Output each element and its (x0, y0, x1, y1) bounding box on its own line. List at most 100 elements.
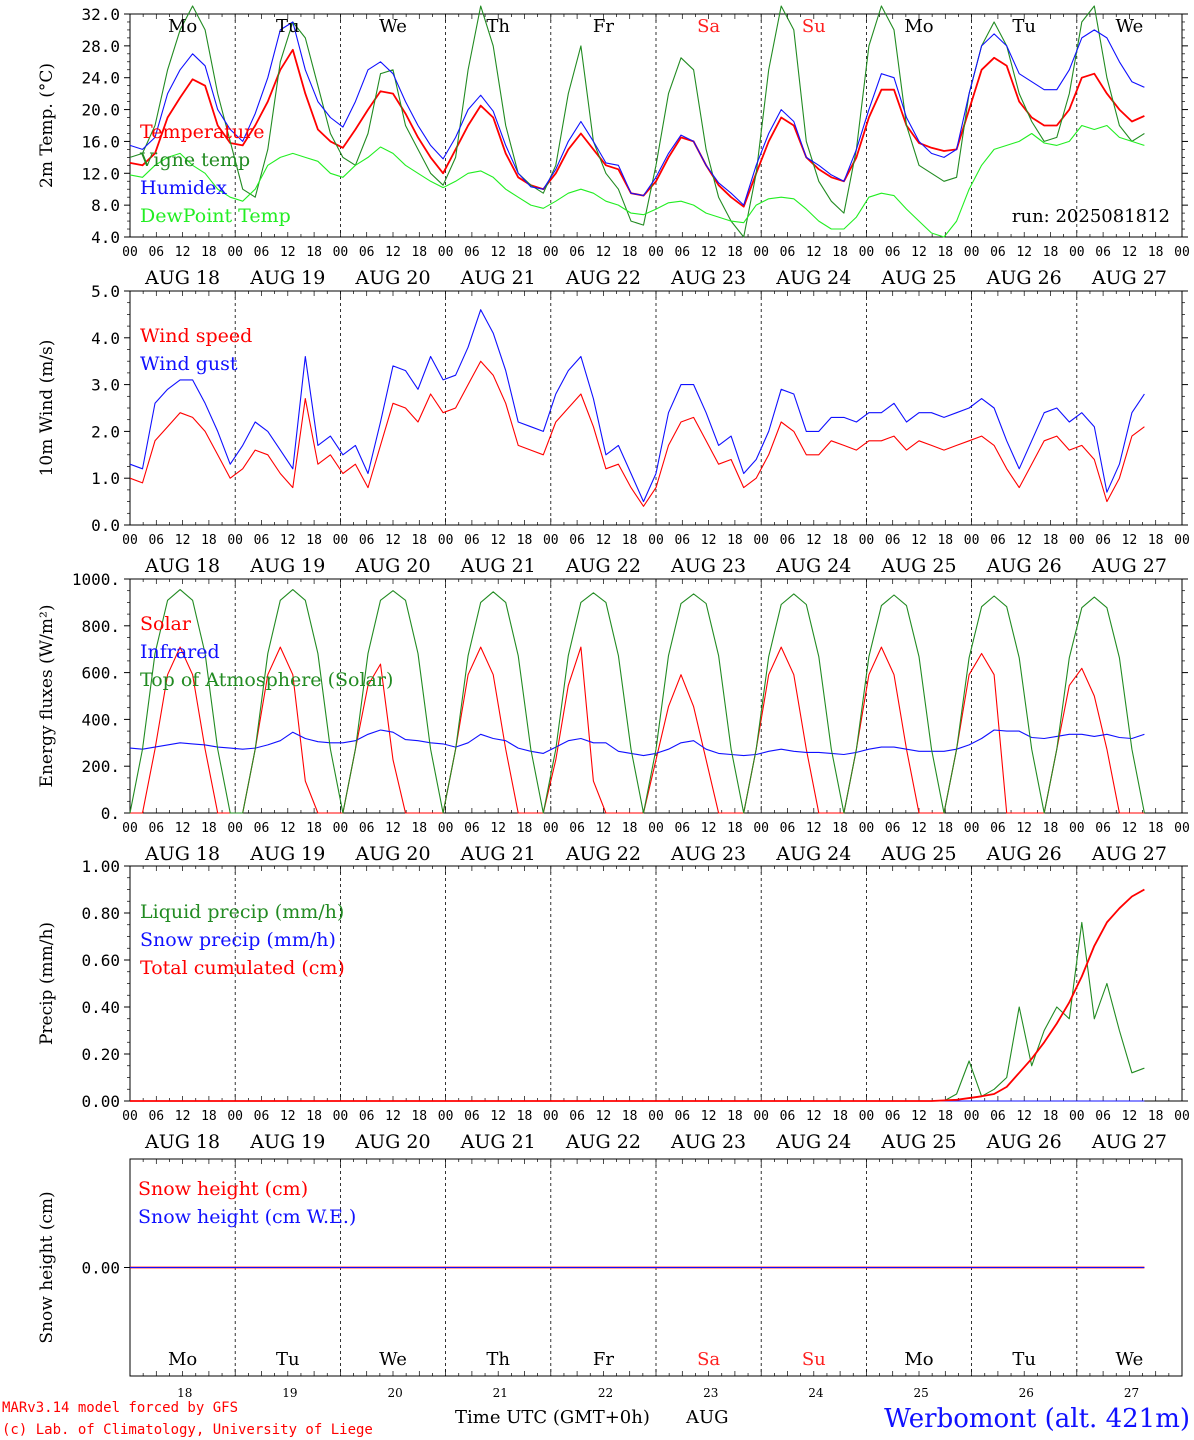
legend-entry: Snow height (cm W.E.) (138, 1206, 356, 1228)
day-abbr-label: Mo (168, 16, 197, 37)
series-line-humidex (129, 21, 1145, 206)
date-label: AUG 23 (670, 555, 746, 577)
date-label: AUG 23 (670, 843, 746, 865)
hour-tick-label: 12 (1016, 533, 1032, 548)
hour-tick-label: 00 (1069, 1109, 1085, 1124)
day-abbr-label: Sa (697, 1349, 720, 1370)
hour-tick-label: 06 (148, 533, 164, 548)
hour-tick-label: 06 (1095, 533, 1111, 548)
date-label: AUG 24 (775, 1131, 851, 1153)
hour-tick-label: 18 (622, 1109, 638, 1124)
day-abbr-label: We (379, 1349, 407, 1370)
footer-credit: (c) Lab. of Climatology, University of L… (2, 1422, 373, 1438)
date-label: AUG 19 (249, 843, 325, 865)
hour-tick-label: 18 (517, 245, 533, 260)
hour-tick-label: 18 (306, 821, 322, 836)
hour-tick-label: 12 (1016, 245, 1032, 260)
day-number-label: 23 (703, 1386, 718, 1400)
legend-entry: Liquid precip (mm/h) (140, 901, 344, 923)
legend-entry: Wind speed (140, 325, 252, 347)
date-label: AUG 20 (354, 267, 430, 289)
date-label: AUG 26 (986, 267, 1062, 289)
date-label: AUG 26 (986, 555, 1062, 577)
hour-tick-label: 18 (727, 821, 743, 836)
hour-tick-label: 18 (517, 821, 533, 836)
hour-tick-label: 06 (674, 533, 690, 548)
date-label: AUG 19 (249, 1131, 325, 1153)
series-line-solar (130, 646, 1145, 814)
hour-tick-label: 06 (1095, 821, 1111, 836)
hour-tick-label: 18 (1043, 1109, 1059, 1124)
day-number-label: 20 (387, 1386, 402, 1400)
hour-tick-label: 00 (753, 821, 769, 836)
day-abbr-label: Th (486, 1349, 510, 1370)
y-axis-label: 2m Temp. (°C) (37, 63, 57, 188)
hour-tick-label: 18 (201, 821, 217, 836)
hour-tick-label: 06 (780, 245, 796, 260)
hour-tick-label: 18 (622, 533, 638, 548)
date-label: AUG 27 (1091, 267, 1167, 289)
legend-entry: Humidex (140, 177, 227, 199)
hour-tick-label: 00 (859, 821, 875, 836)
hour-tick-label: 00 (1174, 533, 1190, 548)
hour-tick-label: 00 (859, 1109, 875, 1124)
hour-tick-label: 12 (280, 1109, 296, 1124)
day-abbr-label: Tu (1012, 1349, 1036, 1370)
day-abbr-label: Tu (1012, 16, 1036, 37)
hour-tick-label: 06 (254, 821, 270, 836)
x-axis-label: Time UTC (GMT+0h) (455, 1407, 650, 1428)
hour-tick-label: 00 (1174, 245, 1190, 260)
date-label: AUG 26 (986, 843, 1062, 865)
hour-tick-label: 18 (1148, 245, 1164, 260)
hour-tick-label: 12 (806, 1109, 822, 1124)
hour-tick-label: 00 (648, 821, 664, 836)
hour-tick-label: 12 (911, 821, 927, 836)
hour-tick-label: 18 (201, 245, 217, 260)
date-label: AUG 18 (144, 267, 220, 289)
hour-tick-label: 12 (596, 245, 612, 260)
hour-tick-label: 12 (385, 245, 401, 260)
hour-tick-label: 00 (227, 245, 243, 260)
y-tick-label: 0.20 (81, 1045, 120, 1064)
hour-tick-label: 00 (859, 245, 875, 260)
hour-tick-label: 00 (122, 1109, 138, 1124)
hour-tick-label: 12 (490, 821, 506, 836)
hour-tick-label: 00 (1069, 533, 1085, 548)
day-abbr-label: Fr (593, 16, 614, 37)
hour-tick-label: 18 (201, 533, 217, 548)
y-tick-label: 3.0 (91, 376, 120, 395)
hour-tick-label: 12 (1016, 821, 1032, 836)
day-number-label: 22 (598, 1386, 613, 1400)
series-line-top-of-atmosphere-solar- (129, 589, 1145, 814)
day-number-label: 19 (282, 1386, 297, 1400)
series-line-wind-gust (129, 309, 1145, 503)
date-label: AUG 18 (144, 555, 220, 577)
hour-tick-label: 00 (438, 245, 454, 260)
hour-tick-label: 12 (490, 533, 506, 548)
hour-tick-label: 18 (306, 533, 322, 548)
day-abbr-label: We (1116, 16, 1144, 37)
hour-tick-label: 12 (911, 245, 927, 260)
day-abbr-label: Mo (904, 1349, 933, 1370)
day-abbr-label: Su (802, 16, 826, 37)
date-label: AUG 19 (249, 555, 325, 577)
hour-tick-label: 18 (1148, 1109, 1164, 1124)
hour-tick-label: 06 (464, 533, 480, 548)
day-abbr-label: Fr (593, 1349, 614, 1370)
hour-tick-label: 06 (780, 821, 796, 836)
footer-model: MARv3.14 model forced by GFS (2, 1400, 238, 1416)
date-label: AUG 22 (565, 1131, 641, 1153)
series-line-total-cumulated-cm- (130, 888, 1145, 1102)
hour-tick-label: 12 (701, 245, 717, 260)
y-tick-label: 0.80 (81, 904, 120, 923)
legend-entry: Vigne temp (139, 149, 250, 171)
hour-tick-label: 18 (622, 821, 638, 836)
hour-tick-label: 00 (333, 533, 349, 548)
panel-5: 0.00 Snow height (cm) Snow height (cm) Snow… (37, 1158, 1183, 1400)
date-label: AUG 18 (144, 843, 220, 865)
hour-tick-label: 12 (1122, 1109, 1138, 1124)
day-abbr-label: Mo (904, 16, 933, 37)
hour-tick-label: 18 (937, 245, 953, 260)
hour-tick-label: 00 (1069, 821, 1085, 836)
hour-tick-label: 18 (832, 1109, 848, 1124)
